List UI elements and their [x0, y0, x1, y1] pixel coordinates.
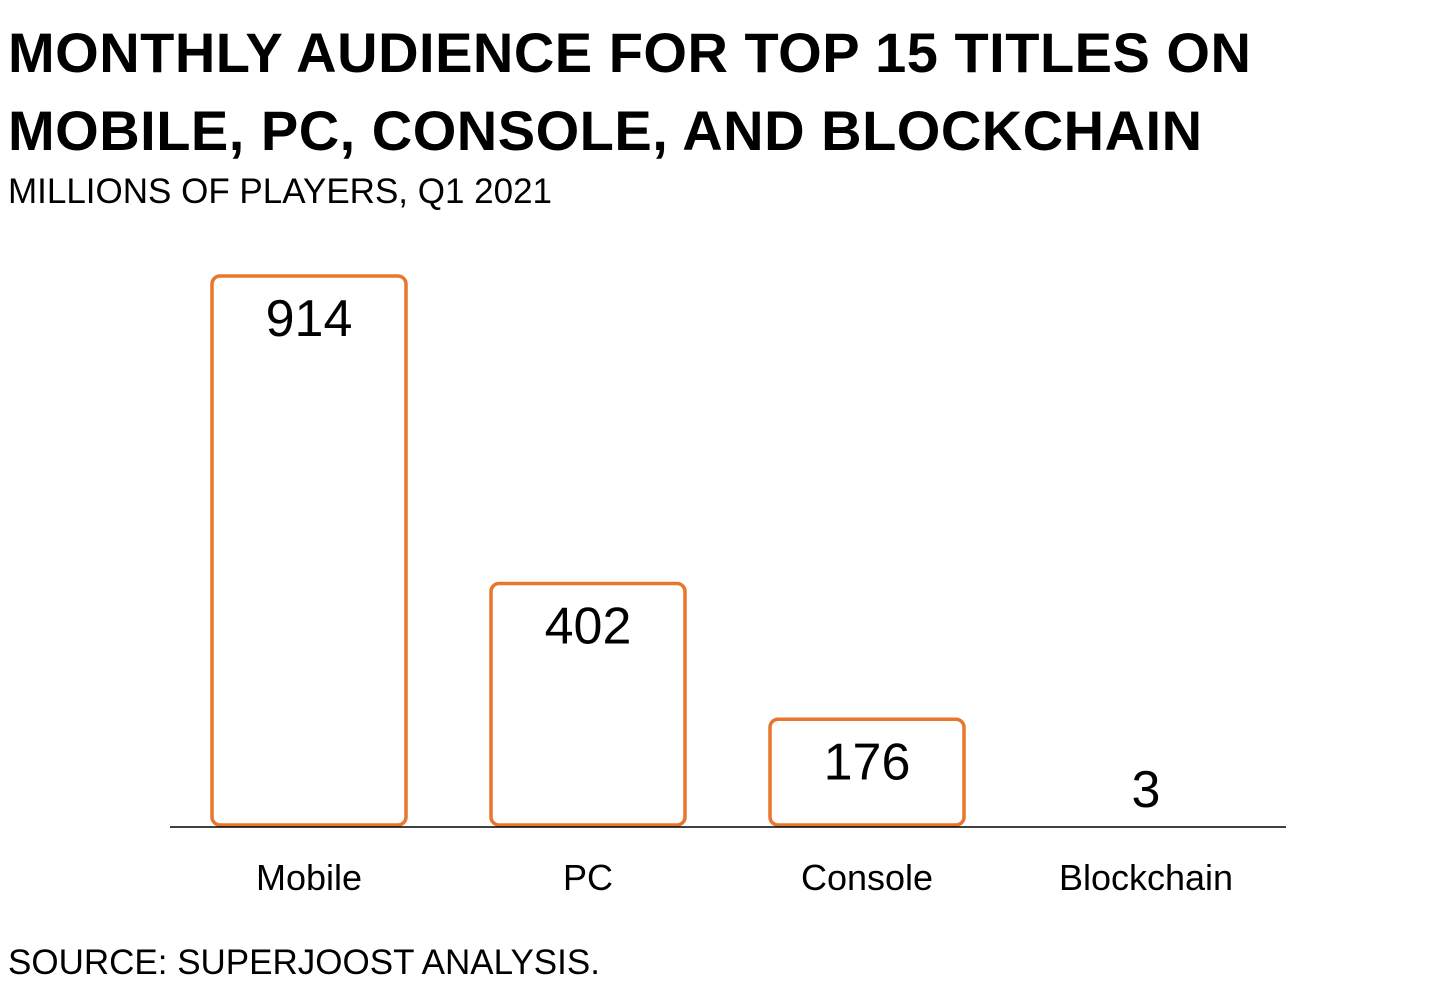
labels-layer: 914 Mobile 402 PC 176 Console 3 Blockchain: [256, 290, 1233, 898]
chart-title: MONTHLY AUDIENCE FOR TOP 15 TITLES ON MO…: [8, 14, 1428, 170]
chart-title-line-1: MONTHLY AUDIENCE FOR TOP 15 TITLES ON: [8, 21, 1252, 84]
bar-console: [768, 717, 966, 827]
x-tick-label-mobile: Mobile: [256, 857, 362, 898]
bar-mobile: [210, 274, 408, 827]
x-tick-label-blockchain: Blockchain: [1059, 857, 1233, 898]
data-label-mobile: 914: [266, 290, 353, 348]
x-tick-label-console: Console: [801, 857, 933, 898]
data-label-pc: 402: [545, 598, 632, 656]
chart-subtitle: MILLIONS OF PLAYERS, Q1 2021: [8, 172, 553, 211]
x-tick-label-pc: PC: [563, 857, 613, 898]
bar-pc: [489, 581, 687, 827]
source-note: SOURCE: SUPERJOOST ANALYSIS.: [8, 943, 600, 982]
chart-title-line-2: MOBILE, PC, CONSOLE, AND BLOCKCHAIN: [8, 99, 1203, 162]
data-label-console: 176: [824, 733, 911, 791]
bars-layer: [210, 274, 966, 827]
data-label-blockchain: 3: [1132, 761, 1161, 819]
